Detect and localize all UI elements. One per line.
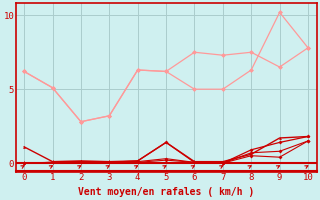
X-axis label: Vent moyen/en rafales ( km/h ): Vent moyen/en rafales ( km/h )	[78, 187, 254, 197]
